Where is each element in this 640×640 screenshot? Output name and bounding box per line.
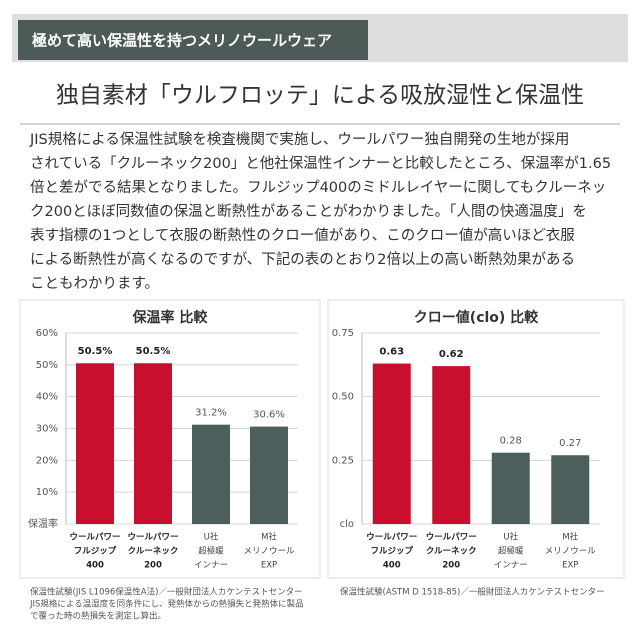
body-line: 表す指標の1つとして衣服の断熱性のクロー値があり、このクロー値が高いほど衣服: [30, 227, 575, 244]
value-label: 30.6%: [253, 410, 285, 421]
x-tick-label: ウールパワー: [426, 532, 477, 543]
body-line: 倍と差がでる結果となりました。フルジップ400のミドルレイヤーに関してもクルーネ…: [30, 179, 606, 196]
x-tick-label: インナー: [494, 561, 528, 571]
y-tick-label: 30%: [36, 424, 58, 435]
x-tick-label: 400: [383, 561, 401, 571]
x-tick-label: インナー: [194, 561, 228, 571]
x-tick-label: メリノウール: [545, 547, 597, 557]
chart-title: クロー値(clo) 比較: [414, 309, 539, 326]
y-tick-label: 40%: [36, 392, 58, 403]
x-tick-label: M社: [261, 532, 277, 543]
y-tick-label: clo: [340, 519, 354, 530]
bar: [76, 363, 114, 524]
x-tick-label: フルジップ: [74, 546, 117, 557]
body-line: されている「クルーネック200」と他社保温性インナーと比較したところ、保温率が1…: [30, 154, 611, 172]
x-tick-label: ウールパワー: [127, 532, 178, 543]
x-tick-label: EXP: [562, 561, 578, 571]
value-label: 0.27: [559, 438, 581, 449]
value-label: 0.28: [500, 436, 522, 447]
x-tick-label: 400: [86, 561, 104, 571]
x-tick-label: 200: [442, 561, 460, 571]
bar: [192, 424, 230, 524]
bar: [432, 366, 471, 524]
y-tick-label: 保温率: [28, 517, 58, 530]
x-tick-label: クルーネック: [426, 546, 477, 557]
footnote: JIS規格による温湿度を同条件にし、発熱体からの熱損失と発熱体に製品: [29, 599, 304, 610]
headline: 独自素材「ウルフロッテ」による吸放湿性と保温性: [56, 83, 584, 109]
body-line: こともわかります。: [30, 275, 159, 292]
body-line: JIS規格による保温性試験を検査機関で実施し、ウールパワー独自開発の生地が採用: [29, 131, 569, 148]
body-line: ク200とほぼ同数値の保温と断熱性があることがわかりました。「人間の快適温度」を: [30, 202, 587, 220]
y-tick-label: 50%: [36, 360, 58, 371]
y-tick-label: 20%: [36, 455, 58, 466]
footnote: 保温性試験(JIS L1096保温性A法)／一般財団法人カケンテストセンター: [30, 587, 303, 598]
y-tick-label: 0.75: [332, 328, 354, 339]
footnote: 保温性試験(ASTM D 1518-85)／一般財団法人カケンテストセンター: [340, 587, 605, 598]
banner-box: [18, 20, 368, 60]
x-tick-label: クルーネック: [128, 546, 179, 557]
y-tick-label: 0.25: [332, 455, 354, 466]
chart-title: 保温率 比較: [132, 309, 209, 326]
x-tick-label: U社: [204, 532, 219, 543]
x-tick-label: 超極暖: [498, 546, 524, 557]
x-tick-label: 超極暖: [198, 546, 224, 557]
value-label: 31.2%: [195, 408, 227, 419]
y-tick-label: 0.50: [332, 392, 354, 403]
bar: [551, 455, 590, 524]
x-tick-label: M社: [562, 532, 578, 543]
x-tick-label: ウールパワー: [366, 532, 417, 543]
x-tick-label: 200: [144, 561, 162, 571]
bar: [491, 452, 530, 524]
y-tick-label: 60%: [36, 328, 58, 339]
x-tick-label: フルジップ: [370, 546, 413, 557]
y-tick-label: 10%: [36, 487, 58, 498]
bar: [134, 363, 172, 524]
x-tick-label: メリノウール: [243, 547, 295, 557]
banner: 極めて高い保温性を持つメリノウールウェア: [31, 32, 332, 50]
value-label: 0.62: [439, 349, 464, 360]
value-label: 50.5%: [78, 346, 113, 357]
bar: [372, 363, 411, 524]
chart-frame: [327, 299, 625, 579]
footnote: で覆った時の熱損失を測定し算出。: [30, 611, 166, 622]
x-tick-label: ウールパワー: [69, 532, 120, 543]
value-label: 50.5%: [136, 346, 171, 357]
body-line: による断熱性が高くなるのですが、下記の表のとおり2倍以上の高い断熱効果がある: [30, 251, 575, 268]
bar: [250, 426, 288, 524]
x-tick-label: U社: [503, 532, 518, 543]
x-tick-label: EXP: [261, 561, 277, 571]
chart-frame: [19, 299, 321, 579]
value-label: 0.63: [379, 347, 404, 358]
